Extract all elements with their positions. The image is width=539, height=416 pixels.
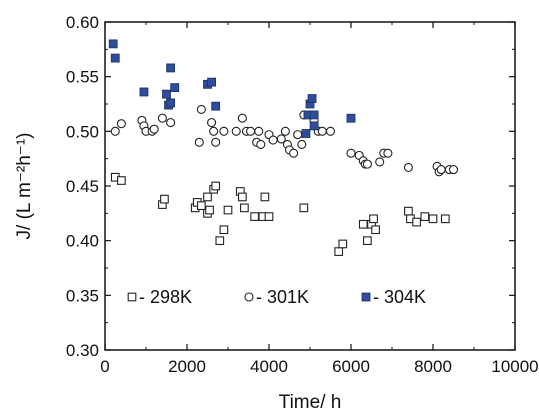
data-point-open-square	[412, 217, 421, 227]
data-point-open-square	[211, 181, 221, 191]
data-point-open-square	[404, 206, 413, 216]
data-point-open-square	[219, 225, 229, 235]
data-point-open-circle	[268, 135, 278, 145]
axis-ticks: 0 2000 4000 6000 8000 10000 0.30 0.35 0.40 0.45 0.…	[66, 13, 539, 376]
data-point-open-square	[363, 236, 372, 246]
y-tick-label: 0.55	[66, 68, 99, 87]
y-tick-label: 0.50	[66, 122, 99, 141]
data-point-open-circle	[317, 126, 327, 136]
data-point-filled-square	[166, 98, 176, 108]
data-point-open-square	[420, 212, 430, 221]
y-tick-label: 0.40	[66, 232, 99, 251]
data-point-open-square	[260, 192, 270, 202]
data-point-open-square	[160, 194, 169, 204]
data-point-open-circle	[196, 104, 206, 115]
data-point-open-square	[240, 203, 249, 213]
legend-marker	[244, 292, 254, 302]
data-point-filled-square	[108, 39, 118, 49]
data-point-open-square	[197, 201, 206, 211]
legend-marker	[361, 292, 371, 302]
data-point-open-square	[264, 212, 274, 221]
x-tick-label: 8000	[414, 357, 452, 376]
data-point-open-circle	[383, 148, 393, 158]
data-point-open-circle	[116, 119, 126, 129]
legend-label: - 304K	[373, 287, 426, 307]
x-tick-label: 6000	[332, 357, 370, 376]
data-point-open-square	[250, 212, 260, 221]
data-point-open-square	[440, 214, 450, 224]
data-points	[108, 39, 459, 256]
data-point-open-circle	[219, 126, 229, 136]
y-axis-title: J/ (L m⁻²h⁻¹)	[14, 133, 35, 240]
data-point-open-circle	[276, 134, 286, 144]
data-point-open-circle	[256, 139, 266, 150]
data-point-open-circle	[246, 126, 256, 136]
data-point-open-square	[205, 205, 214, 215]
y-tick-label: 0.30	[66, 341, 99, 360]
data-point-open-square	[334, 247, 344, 256]
legend-label: - 298K	[139, 287, 192, 307]
data-point-open-circle	[237, 113, 247, 123]
data-point-open-circle	[436, 165, 446, 175]
data-point-filled-square	[166, 63, 176, 73]
data-point-open-square	[238, 192, 247, 202]
data-point-filled-square	[139, 87, 149, 97]
data-point-filled-square	[110, 53, 120, 63]
data-point-open-circle	[211, 137, 221, 147]
data-point-open-square	[358, 219, 368, 229]
data-point-open-square	[223, 205, 233, 215]
data-point-filled-square	[170, 83, 180, 92]
data-point-open-square	[428, 214, 438, 224]
data-point-filled-square	[162, 89, 171, 99]
data-point-open-circle	[280, 126, 290, 136]
data-point-open-circle	[209, 126, 219, 136]
y-tick-label: 0.60	[66, 13, 99, 32]
data-point-open-circle	[194, 137, 204, 147]
data-point-open-square	[338, 239, 348, 249]
legend: - 298K - 301K - 304K	[127, 287, 426, 307]
data-point-filled-square	[207, 77, 217, 87]
data-point-open-circle	[448, 165, 459, 175]
data-point-open-square	[369, 214, 378, 224]
data-point-filled-square	[346, 113, 356, 123]
data-point-open-circle	[207, 118, 217, 128]
x-tick-label: 2000	[168, 357, 206, 376]
data-point-open-circle	[325, 126, 336, 136]
x-tick-label: 10000	[491, 357, 538, 376]
y-tick-label: 0.45	[66, 177, 99, 196]
data-point-open-circle	[254, 126, 264, 136]
data-point-open-circle	[297, 139, 307, 150]
data-point-filled-square	[309, 110, 319, 120]
data-point-open-square	[203, 192, 212, 202]
data-point-filled-square	[211, 101, 221, 111]
data-point-open-circle	[362, 159, 372, 169]
data-point-open-circle	[346, 148, 356, 158]
x-tick-label: 4000	[250, 357, 288, 376]
data-point-open-circle	[231, 126, 241, 136]
data-point-open-circle	[149, 124, 159, 134]
data-point-filled-square	[309, 121, 319, 131]
data-point-open-circle	[166, 118, 176, 128]
data-point-open-circle	[110, 126, 120, 136]
data-point-filled-square	[301, 129, 311, 138]
legend-marker	[127, 292, 137, 302]
data-point-open-circle	[289, 148, 299, 158]
data-point-open-square	[299, 203, 309, 213]
data-point-open-square	[371, 225, 380, 235]
data-point-open-circle	[157, 113, 167, 123]
data-point-open-circle	[293, 130, 303, 140]
legend-label: - 301K	[256, 287, 309, 307]
data-point-open-square	[215, 236, 225, 246]
data-point-filled-square	[307, 94, 317, 103]
data-point-open-circle	[403, 162, 413, 172]
x-axis-title: Time/ h	[279, 392, 342, 413]
x-tick-label: 0	[100, 357, 109, 376]
y-tick-label: 0.35	[66, 286, 99, 305]
data-point-open-circle	[375, 157, 385, 167]
data-point-open-square	[117, 176, 126, 185]
